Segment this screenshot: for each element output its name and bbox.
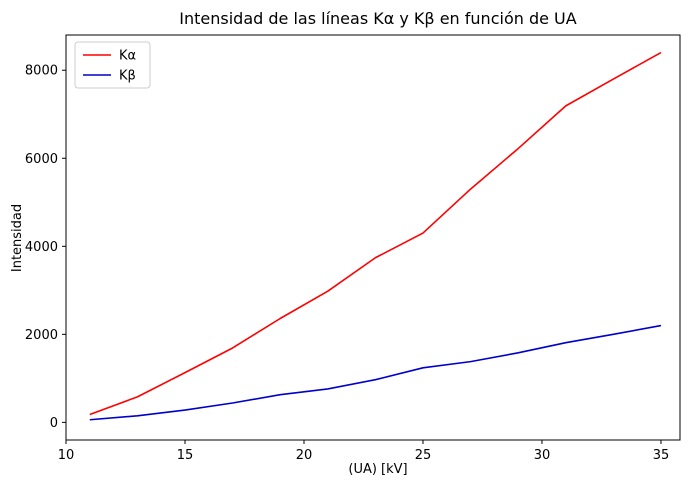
legend-label: Kβ (119, 69, 136, 84)
y-tick-label: 6000 (25, 152, 58, 167)
x-tick-label: 35 (653, 448, 670, 463)
x-tick-label: 10 (58, 448, 75, 463)
x-tick-label: 25 (415, 448, 432, 463)
x-axis-label: (UA) [kV] (348, 462, 407, 477)
y-tick-label: 8000 (25, 64, 58, 79)
y-tick-label: 0 (50, 416, 58, 431)
y-axis-label: Intensidad (10, 204, 25, 272)
series-line-k-beta (89, 324, 662, 421)
x-axis: 10 15 20 25 30 35 (58, 440, 670, 463)
legend-box (74, 41, 151, 89)
legend-label: Kα (119, 49, 136, 64)
x-tick-label: 15 (177, 448, 194, 463)
series-line-k-alpha (89, 51, 662, 416)
x-tick-label: 30 (534, 448, 551, 463)
y-tick-label: 2000 (25, 328, 58, 343)
chart-title: Intensidad de las líneas Kα y Kβ en func… (179, 9, 576, 28)
x-tick-label: 20 (296, 448, 313, 463)
legend: Kα Kβ (74, 41, 151, 89)
y-tick-label: 4000 (25, 240, 58, 255)
series-layer (89, 51, 662, 421)
plot-frame (65, 34, 681, 441)
y-axis: 0 2000 4000 6000 8000 (25, 64, 66, 431)
